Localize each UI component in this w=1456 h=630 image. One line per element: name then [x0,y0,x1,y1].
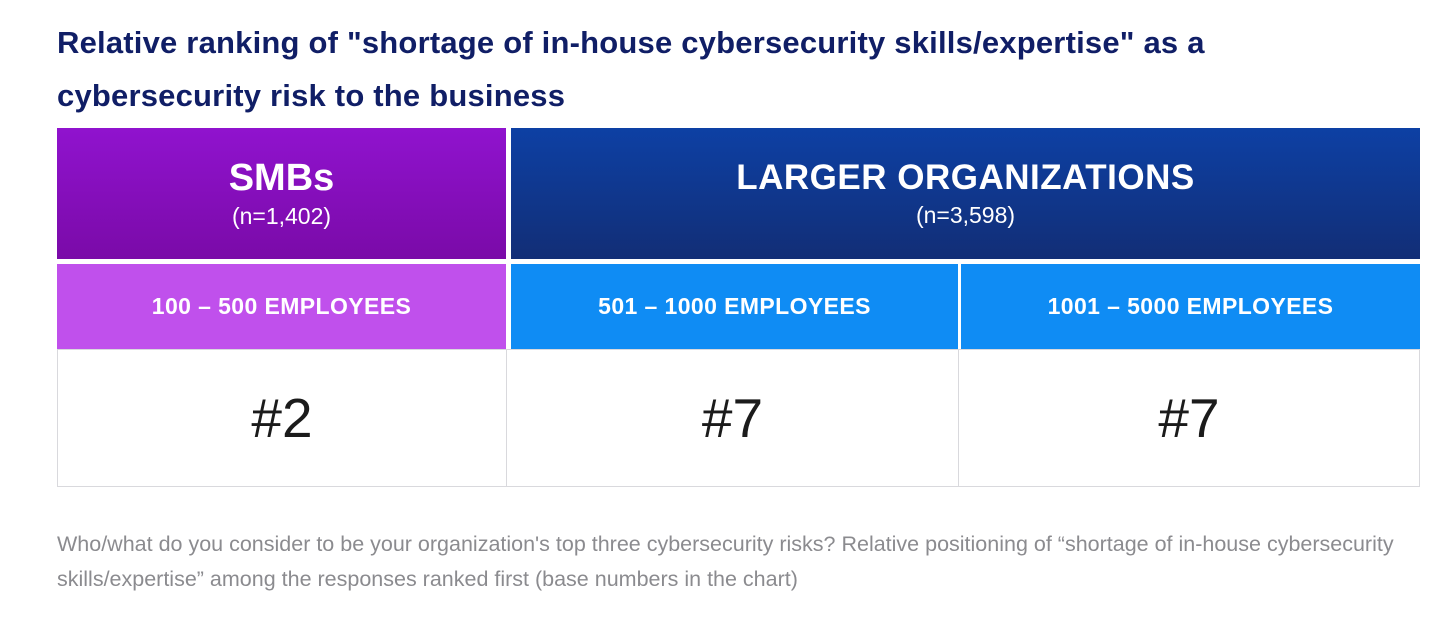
ranking-value-501-1000: #7 [506,349,959,487]
ranking-value-row: #2 #7 #7 [57,349,1420,487]
larger-orgs-group-label: LARGER ORGANIZATIONS [736,158,1195,198]
segment-header-100-500: 100 – 500 EMPLOYEES [57,264,506,349]
larger-orgs-group-header-cell: LARGER ORGANIZATIONS (n=3,598) [511,128,1420,259]
smb-group-label: SMBs [228,156,335,199]
segment-header-row: 100 – 500 EMPLOYEES 501 – 1000 EMPLOYEES… [57,264,1420,349]
segment-header-1001-5000: 1001 – 5000 EMPLOYEES [961,264,1420,349]
larger-orgs-group-sample-size: (n=3,598) [915,201,1016,228]
ranking-table: SMBs (n=1,402) LARGER ORGANIZATIONS (n=3… [57,128,1420,487]
ranking-value-1001-5000: #7 [958,349,1420,487]
figure-title: Relative ranking of "shortage of in-hous… [57,25,1205,113]
survey-question-footnote: Who/what do you consider to be your orga… [57,532,1394,591]
smb-group-sample-size: (n=1,402) [231,203,332,230]
segment-header-501-1000: 501 – 1000 EMPLOYEES [511,264,958,349]
group-header-row: SMBs (n=1,402) LARGER ORGANIZATIONS (n=3… [57,128,1420,259]
smb-group-header-cell: SMBs (n=1,402) [57,128,506,259]
ranking-value-100-500: #2 [57,349,507,487]
